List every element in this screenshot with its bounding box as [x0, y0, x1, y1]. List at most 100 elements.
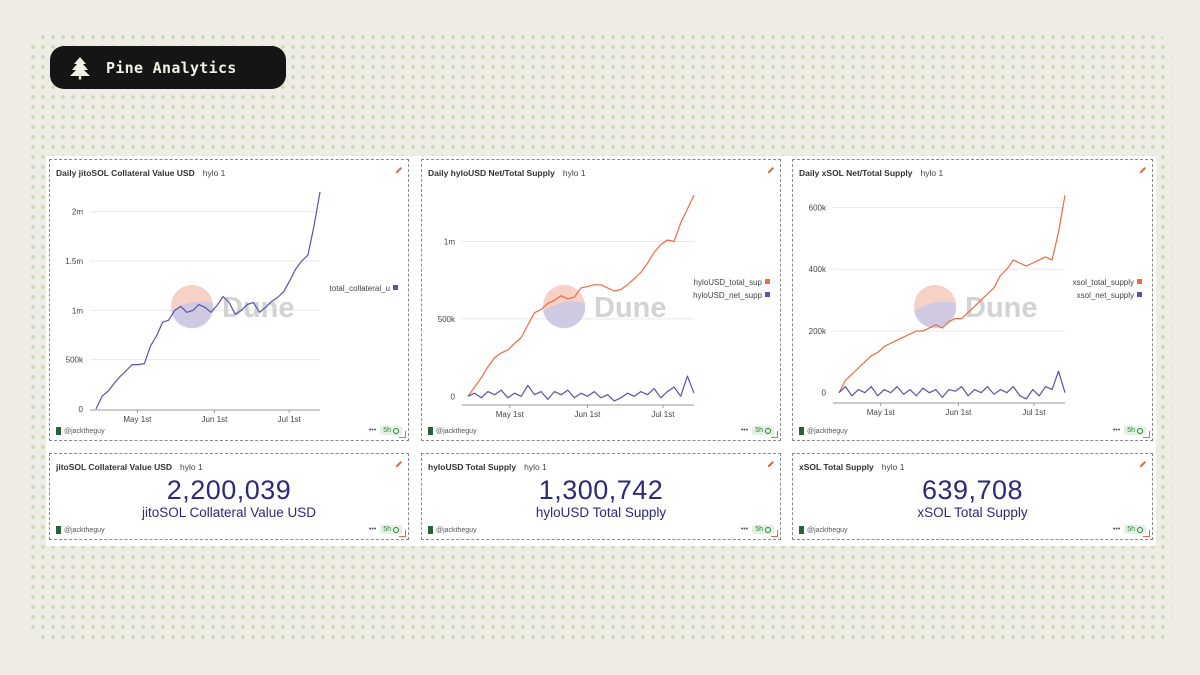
- author-name: @jacktheguy: [807, 526, 848, 534]
- author[interactable]: @jacktheguy: [56, 427, 105, 435]
- series-line: [467, 194, 695, 397]
- chart-title-text: Daily hyloUSD Net/Total Supply: [428, 168, 555, 178]
- avatar: [56, 427, 61, 435]
- series-line: [838, 195, 1066, 393]
- y-tick-label: 200k: [809, 327, 827, 336]
- edit-pencil-icon[interactable]: [767, 166, 775, 174]
- author[interactable]: @jacktheguy: [428, 526, 477, 534]
- legend-label[interactable]: total_collateral_u: [330, 284, 390, 293]
- chart-query-name: hylo 1: [202, 168, 226, 178]
- more-options-icon[interactable]: •••: [740, 427, 749, 434]
- edit-pencil-icon[interactable]: [395, 166, 403, 174]
- line-chart: 0 500k 1m May 1st Jun 1st Jul 1st Dune hyloUSD_…: [438, 194, 770, 419]
- more-options-icon[interactable]: •••: [368, 427, 377, 434]
- line-chart: 0 500k 1m 1.5m 2m May 1st Jun 1st Jul 1st Dune to…: [65, 191, 398, 424]
- x-tick-label: May 1st: [123, 415, 152, 424]
- dune-logo-shade: [914, 301, 957, 329]
- edit-pencil-icon[interactable]: [395, 460, 403, 468]
- dune-watermark: Dune: [222, 292, 295, 324]
- counter-title-text: hyloUSD Total Supply: [428, 462, 517, 472]
- y-tick-label: 1.5m: [65, 257, 83, 266]
- resize-handle-icon[interactable]: [1143, 530, 1150, 537]
- author[interactable]: @jacktheguy: [56, 526, 105, 534]
- x-tick-label: Jun 1st: [575, 410, 602, 419]
- age-text: 5h: [1127, 526, 1135, 533]
- counter-title: xSOL Total Supply hylo 1: [799, 462, 904, 472]
- y-tick-label: 0: [822, 389, 827, 398]
- series-line: [95, 191, 321, 410]
- y-tick-label: 500k: [66, 356, 84, 365]
- edit-pencil-icon[interactable]: [1139, 166, 1147, 174]
- more-options-icon[interactable]: •••: [740, 526, 749, 533]
- author[interactable]: @jacktheguy: [799, 427, 848, 435]
- author[interactable]: @jacktheguy: [799, 526, 848, 534]
- refresh-age-badge[interactable]: 5h: [752, 525, 774, 534]
- counter-card: hyloUSD Total Supply hylo 1 1,300,742 hyloU…: [421, 453, 781, 540]
- chart-card: Daily xSOL Net/Total Supply hylo 1 0 200k 40…: [792, 159, 1153, 441]
- more-options-icon[interactable]: •••: [368, 526, 377, 533]
- legend-label[interactable]: hyloUSD_net_supp: [693, 291, 762, 300]
- counter-title-text: jitoSOL Collateral Value USD: [56, 462, 173, 472]
- x-tick-label: May 1st: [496, 410, 525, 419]
- refresh-age-badge[interactable]: 5h: [380, 426, 402, 435]
- legend-label[interactable]: xsol_net_supply: [1077, 291, 1134, 300]
- resize-handle-icon[interactable]: [771, 431, 778, 438]
- avatar: [56, 526, 61, 534]
- legend-swatch: [393, 285, 398, 290]
- dune-logo-shade: [171, 301, 214, 329]
- card-actions: ••• 5h: [369, 426, 402, 435]
- card-actions: ••• 5h: [1113, 525, 1146, 534]
- card-actions: ••• 5h: [741, 525, 774, 534]
- resize-handle-icon[interactable]: [399, 431, 406, 438]
- resize-handle-icon[interactable]: [399, 530, 406, 537]
- age-text: 5h: [383, 427, 391, 434]
- counter-title: jitoSOL Collateral Value USD hylo 1: [56, 462, 203, 472]
- chart-title: Daily jitoSOL Collateral Value USD hylo 1: [56, 168, 225, 178]
- chart-title: Daily xSOL Net/Total Supply hylo 1: [799, 168, 943, 178]
- counter-title-text: xSOL Total Supply: [799, 462, 874, 472]
- counter-value: 1,300,742: [538, 475, 664, 505]
- age-text: 5h: [755, 526, 763, 533]
- check-icon: [393, 427, 399, 434]
- chart-title-text: Daily jitoSOL Collateral Value USD: [56, 168, 195, 178]
- chart-title: Daily hyloUSD Net/Total Supply hylo 1: [428, 168, 586, 178]
- more-options-icon[interactable]: •••: [1112, 526, 1121, 533]
- avatar: [799, 427, 804, 435]
- check-icon: [1137, 526, 1143, 533]
- author-name: @jacktheguy: [64, 427, 105, 435]
- line-chart: 0 200k 400k 600k May 1st Jun 1st Jul 1st Dune xs…: [809, 195, 1142, 417]
- y-tick-label: 0: [79, 405, 84, 414]
- check-icon: [765, 427, 771, 434]
- age-text: 5h: [755, 427, 763, 434]
- counter-card: xSOL Total Supply hylo 1 639,708 xSOL Total…: [792, 453, 1153, 540]
- dune-watermark: Dune: [965, 292, 1038, 324]
- refresh-age-badge[interactable]: 5h: [1124, 525, 1146, 534]
- refresh-age-badge[interactable]: 5h: [380, 525, 402, 534]
- refresh-age-badge[interactable]: 5h: [752, 426, 774, 435]
- chart-card: Daily hyloUSD Net/Total Supply hylo 1 0 500…: [421, 159, 781, 441]
- y-tick-label: 1m: [72, 306, 83, 315]
- legend-label[interactable]: xsol_total_supply: [1073, 278, 1134, 287]
- y-tick-label: 2m: [72, 208, 83, 217]
- refresh-age-badge[interactable]: 5h: [1124, 426, 1146, 435]
- card-actions: ••• 5h: [741, 426, 774, 435]
- card-actions: ••• 5h: [369, 525, 402, 534]
- y-tick-label: 400k: [809, 265, 827, 274]
- x-tick-label: Jul 1st: [1022, 408, 1046, 417]
- legend-swatch: [1137, 292, 1142, 297]
- resize-handle-icon[interactable]: [1143, 431, 1150, 438]
- legend-label[interactable]: hyloUSD_total_sup: [694, 278, 763, 287]
- avatar: [799, 526, 804, 534]
- series-line: [838, 370, 1066, 400]
- more-options-icon[interactable]: •••: [1112, 427, 1121, 434]
- resize-handle-icon[interactable]: [771, 530, 778, 537]
- counter-label: xSOL Total Supply: [917, 505, 1028, 520]
- edit-pencil-icon[interactable]: [1139, 460, 1147, 468]
- x-tick-label: May 1st: [867, 408, 896, 417]
- author[interactable]: @jacktheguy: [428, 427, 477, 435]
- x-tick-label: Jul 1st: [278, 415, 302, 424]
- avatar: [428, 427, 433, 435]
- edit-pencil-icon[interactable]: [767, 460, 775, 468]
- check-icon: [393, 526, 399, 533]
- author-name: @jacktheguy: [64, 526, 105, 534]
